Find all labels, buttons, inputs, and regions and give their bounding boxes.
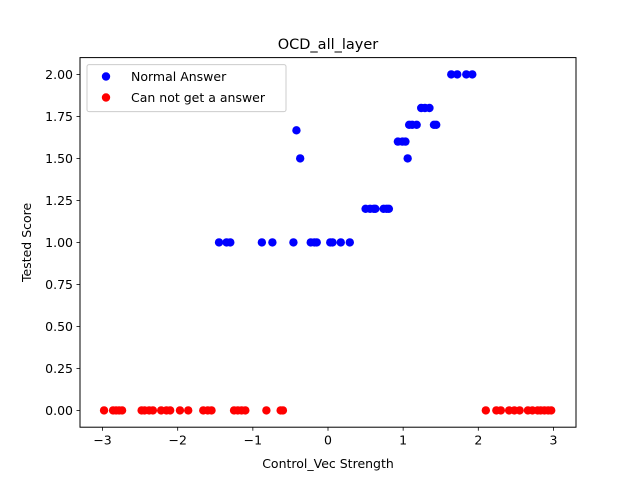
can-not-get-answer-point [117, 406, 127, 415]
y-axis: 0.00 0.25 0.50 0.75 1.00 1.25 1.50 1.75 2.00 [45, 67, 80, 418]
normal-answer-point [468, 70, 477, 79]
normal-answer-point [371, 204, 380, 213]
chart-title: OCD_all_layer [278, 37, 379, 53]
can-not-get-answer-point [496, 406, 506, 415]
y-tick-label: 0.00 [45, 403, 73, 418]
normal-answer-point [328, 238, 337, 247]
can-not-get-answer-point [148, 406, 158, 415]
can-not-get-answer-point [262, 406, 271, 415]
can-not-get-answer-point [165, 406, 175, 415]
normal-answer-point [268, 238, 277, 247]
points-layer [99, 70, 556, 415]
y-tick-label: 1.25 [45, 193, 73, 208]
x-tick-label: −2 [168, 433, 186, 448]
normal-answer-point [292, 126, 301, 135]
y-tick-label: 2.00 [45, 67, 73, 82]
can-not-get-answer-point [241, 406, 250, 415]
normal-answer-point [257, 238, 267, 247]
x-tick-label: 1 [399, 433, 407, 448]
can-not-get-answer-point [99, 406, 109, 415]
x-tick-label: 0 [324, 433, 332, 448]
x-tick-label: 2 [474, 433, 482, 448]
can-not-get-answer-point [207, 406, 216, 415]
normal-answer-point [226, 238, 235, 247]
normal-answer-point [289, 238, 298, 247]
can-not-get-answer-point [515, 406, 524, 415]
x-axis: −3 −2 −1 0 1 2 3 [93, 427, 557, 448]
x-axis-label: Control_Vec Strength [262, 456, 394, 471]
can-not-get-answer-point [481, 406, 491, 415]
y-tick-label: 0.50 [45, 319, 73, 334]
normal-answer-point [453, 70, 462, 79]
normal-answer-point [462, 70, 471, 79]
x-tick-label: −3 [93, 433, 111, 448]
normal-answer-point [312, 238, 321, 247]
y-tick-label: 1.50 [45, 151, 73, 166]
legend-label-normal-answer: Normal Answer [131, 69, 227, 84]
normal-answer-point [403, 154, 412, 163]
normal-answer-point [425, 103, 434, 113]
legend-box [86, 64, 287, 113]
normal-answer-point [214, 238, 224, 247]
x-tick-label: 3 [549, 433, 557, 448]
can-not-get-answer-point [547, 406, 556, 415]
y-tick-label: 1.00 [45, 235, 73, 250]
legend-marker-can-not-get-answer [101, 93, 111, 102]
normal-answer-point [401, 137, 410, 146]
normal-answer-point [295, 154, 305, 163]
y-tick-label: 1.75 [45, 109, 73, 124]
normal-answer-point [345, 238, 354, 247]
normal-answer-point [384, 204, 394, 213]
y-tick-label: 0.75 [45, 277, 73, 292]
x-tick-label: −1 [244, 433, 262, 448]
can-not-get-answer-point [184, 406, 193, 415]
normal-answer-point [447, 70, 456, 79]
can-not-get-answer-point [278, 406, 288, 415]
normal-answer-point [412, 120, 421, 129]
legend-label-can-not-get-answer: Can not get a answer [131, 90, 266, 105]
normal-answer-point [432, 120, 441, 129]
legend-marker-normal-answer [101, 72, 111, 81]
can-not-get-answer-point [175, 406, 185, 415]
legend: Normal Answer Can not get a answer [86, 64, 287, 113]
y-axis-label: Tested Score [19, 202, 34, 283]
y-tick-label: 0.25 [45, 361, 73, 376]
normal-answer-point [336, 238, 345, 247]
